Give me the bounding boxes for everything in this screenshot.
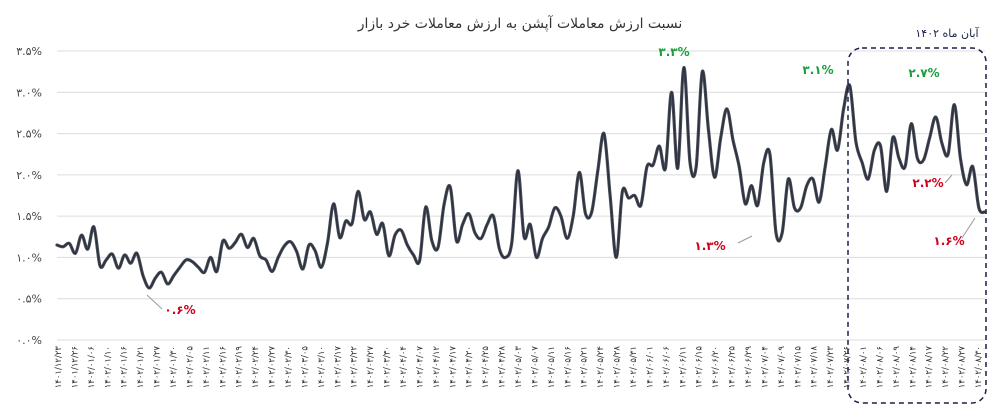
highlight-region: آبان ماه ۱۴۰۲ bbox=[847, 26, 987, 404]
annotation-leader bbox=[944, 174, 953, 184]
annotations: ۰.۶% ۳.۳% ۱.۳% ۳.۱% ۲.۷% ۲.۲% ۱.۶% bbox=[146, 45, 976, 317]
x-tick-label: ۱۴۰۲/۰۲/۱۹ bbox=[235, 346, 245, 389]
x-tick-label: ۱۴۰۲/۰۶/۱۵ bbox=[695, 346, 705, 389]
y-tick-label: ۳.۵% bbox=[16, 45, 42, 58]
x-tick-label: ۱۴۰۲/۰۲/۰۵ bbox=[185, 346, 195, 389]
annotation-label: ۱.۳% bbox=[694, 239, 725, 253]
x-tick-label: ۱۴۰۲/۰۲/۱۱ bbox=[202, 346, 212, 388]
x-tick-label: ۱۴۰۲/۰۶/۲۵ bbox=[728, 346, 738, 389]
x-tick-label: ۱۴۰۲/۰۴/۱۲ bbox=[432, 346, 442, 389]
annotation-leader bbox=[146, 294, 163, 310]
y-tick-label: ۱.۵% bbox=[16, 210, 42, 223]
x-tick-label: ۱۴۰۲/۰۸/۱۴ bbox=[908, 346, 918, 388]
y-tick-label: ۱.۰% bbox=[16, 251, 42, 264]
x-tick-label: ۱۴۰۲/۰۵/۱۶ bbox=[563, 346, 573, 388]
x-tick-label: ۱۴۰۲/۰۵/۲۱ bbox=[580, 346, 590, 388]
annotation-leader bbox=[737, 235, 753, 244]
x-tick-label: ۱۴۰۲/۰۶/۰۶ bbox=[662, 346, 672, 388]
x-tick-label: ۱۴۰۲/۰۲/۲۷ bbox=[268, 346, 278, 389]
x-tick-label: ۱۴۰۲/۰۱/۲۷ bbox=[153, 346, 163, 389]
x-tick-label: ۱۴۰۲/۰۷/۰۹ bbox=[777, 346, 787, 389]
y-tick-label: ۰.۰% bbox=[16, 334, 42, 347]
x-tick-label: ۱۴۰۲/۰۴/۲۸ bbox=[498, 346, 508, 389]
x-tick-label: ۱۴۰۲/۰۶/۲۰ bbox=[711, 346, 721, 388]
annotation-leader bbox=[961, 217, 976, 239]
x-tick-label: ۱۴۰۲/۰۴/۰۴ bbox=[399, 346, 409, 388]
x-tick-label: ۱۴۰۲/۰۵/۰۳ bbox=[514, 346, 524, 389]
x-tick-label: ۱۴۰۲/۰۵/۲۴ bbox=[596, 346, 606, 388]
x-tick-label: ۱۴۰۲/۰۴/۰۷ bbox=[415, 346, 425, 389]
x-tick-label: ۱۴۰۲/۰۴/۲۰ bbox=[465, 346, 475, 388]
x-tick-label: ۱۴۰۲/۰۷/۲۳ bbox=[826, 346, 836, 389]
x-tick-label: ۱۴۰۲/۰۱/۲۱ bbox=[136, 346, 146, 388]
x-tick-label: ۱۴۰۲/۰۶/۱۱ bbox=[678, 346, 688, 388]
annotation-label: ۱.۶% bbox=[933, 234, 964, 248]
x-tick-label: ۱۴۰۲/۰۳/۳۰ bbox=[383, 346, 393, 388]
series bbox=[55, 65, 987, 290]
x-tick-label: ۱۴۰۲/۰۲/۱۶ bbox=[218, 346, 228, 388]
x-tick-label: ۱۴۰۲/۰۵/۳۱ bbox=[629, 346, 639, 388]
y-tick-label: ۲.۵% bbox=[16, 128, 42, 141]
highlight-box bbox=[847, 47, 987, 404]
y-tick-label: ۰.۵% bbox=[16, 293, 42, 306]
x-tick-label: ۱۴۰۲/۰۱/۱۶ bbox=[120, 346, 130, 388]
y-tick-label: ۳.۰% bbox=[16, 86, 42, 99]
y-tick-label: ۲.۰% bbox=[16, 169, 42, 182]
x-tick-label: ۱۴۰۲/۰۷/۱۸ bbox=[810, 346, 820, 389]
x-tick-label: ۱۴۰۲/۰۷/۱۵ bbox=[793, 346, 803, 389]
x-tick-label: ۱۴۰۲/۰۳/۱۰ bbox=[317, 346, 327, 388]
x-tick-label: ۱۴۰۲/۰۳/۱۷ bbox=[333, 346, 343, 389]
x-tick-label: ۱۴۰۲/۰۸/۲۲ bbox=[941, 346, 951, 389]
annotation-label: ۲.۷% bbox=[908, 66, 939, 80]
x-tick-label: ۱۴۰۲/۰۸/۰۹ bbox=[892, 346, 902, 389]
x-tick-label: ۱۴۰۲/۰۶/۲۹ bbox=[744, 346, 754, 389]
y-axis: ۰.۰% ۰.۵% ۱.۰% ۱.۵% ۲.۰% ۲.۵% ۳.۰% ۳.۵% bbox=[16, 45, 42, 347]
x-tick-label: ۱۴۰۲/۰۵/۱۱ bbox=[547, 346, 557, 388]
x-tick-label: ۱۴۰۲/۰۲/۲۴ bbox=[251, 346, 261, 388]
x-tick-label: ۱۴۰۲/۰۸/۰۶ bbox=[875, 346, 885, 388]
x-tick-label: ۱۴۰۲/۰۴/۲۵ bbox=[481, 346, 491, 389]
x-tick-label: ۱۴۰۲/۰۸/۰۱ bbox=[859, 346, 869, 388]
x-tick-label: ۱۴۰۲/۰۱/۳۰ bbox=[169, 346, 179, 388]
x-tick-label: ۱۴۰۲/۰۶/۰۱ bbox=[645, 346, 655, 388]
x-tick-label: ۱۴۰۲/۰۸/۱۷ bbox=[925, 346, 935, 389]
x-tick-label: ۱۴۰۲/۰۳/۰۵ bbox=[300, 346, 310, 389]
x-tick-label: ۱۴۰۲/۰۵/۰۷ bbox=[530, 346, 540, 389]
chart-title: نسبت ارزش معاملات آپشن به ارزش معاملات خ… bbox=[357, 15, 683, 32]
series-line bbox=[56, 66, 986, 289]
x-tick-label: ۱۴۰۲/۰۳/۲۲ bbox=[350, 346, 360, 389]
annotation-label: ۰.۶% bbox=[164, 303, 195, 317]
highlight-label: آبان ماه ۱۴۰۲ bbox=[915, 26, 979, 40]
x-tick-label: ۱۴۰۲/۰۵/۲۸ bbox=[613, 346, 623, 389]
x-axis: ۱۴۰۱/۱۲/۲۳ ۱۴۰۱/۱۲/۲۶ ۱۴۰۲/۰۱/۰۶ ۱۴۰۲/۰۱/۱۰… bbox=[54, 346, 984, 389]
x-tick-label: ۱۴۰۲/۰۳/۲۷ bbox=[366, 346, 376, 389]
x-tick-label: ۱۴۰۲/۰۱/۱۰ bbox=[103, 346, 113, 388]
annotation-label: ۲.۲% bbox=[912, 176, 943, 190]
x-tick-label: ۱۴۰۱/۱۲/۲۳ bbox=[54, 346, 64, 389]
x-tick-label: ۱۴۰۲/۰۱/۰۶ bbox=[87, 346, 97, 388]
x-tick-label: ۱۴۰۲/۰۴/۱۷ bbox=[448, 346, 458, 389]
x-tick-label: ۱۴۰۲/۰۷/۰۴ bbox=[760, 346, 770, 388]
annotation-label: ۳.۳% bbox=[658, 45, 689, 59]
x-tick-label: ۱۴۰۲/۰۸/۳۰ bbox=[974, 346, 984, 388]
x-tick-label: ۱۴۰۱/۱۲/۲۶ bbox=[70, 346, 80, 388]
x-tick-label: ۱۴۰۲/۰۸/۲۷ bbox=[958, 346, 968, 389]
annotation-label: ۳.۱% bbox=[802, 63, 833, 77]
x-tick-label: ۱۴۰۲/۰۲/۳۰ bbox=[284, 346, 294, 388]
